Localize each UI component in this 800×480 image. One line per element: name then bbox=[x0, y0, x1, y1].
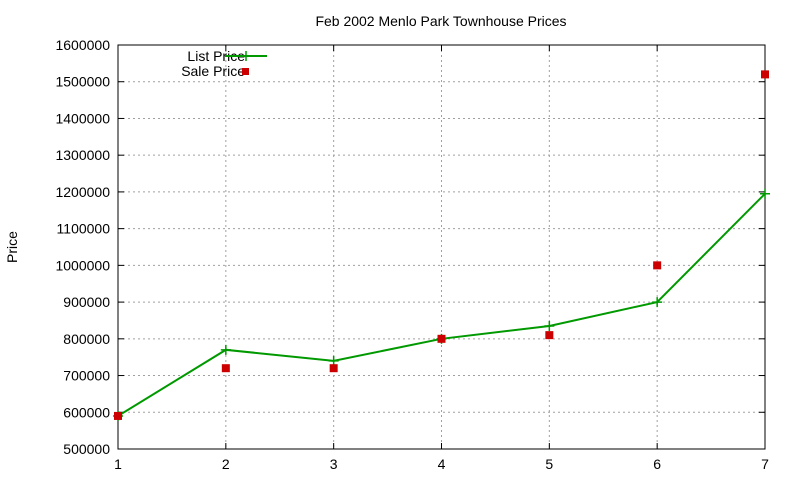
y-tick-label: 1600000 bbox=[55, 37, 110, 53]
y-tick-label: 1100000 bbox=[57, 221, 111, 237]
y-tick-label: 600000 bbox=[63, 404, 110, 420]
sale-price-point bbox=[761, 70, 769, 79]
x-tick-label: 3 bbox=[330, 456, 338, 472]
list-price-point bbox=[760, 188, 770, 199]
list-price-point bbox=[328, 355, 339, 366]
legend: List Price Sale Price bbox=[181, 48, 267, 79]
list-price-point bbox=[220, 344, 231, 355]
y-tick-label: 1300000 bbox=[55, 147, 110, 163]
y-tick-label: 700000 bbox=[63, 368, 110, 384]
x-tick-label: 1 bbox=[114, 456, 122, 472]
y-tick-label: 500000 bbox=[63, 441, 110, 457]
y-tick-label: 800000 bbox=[63, 331, 110, 347]
chart-title: Feb 2002 Menlo Park Townhouse Prices bbox=[315, 13, 566, 29]
sale-price-point bbox=[545, 331, 554, 340]
sale-price-point bbox=[114, 411, 122, 420]
y-tick-label: 1400000 bbox=[55, 110, 110, 126]
legend-marker-list-price bbox=[241, 51, 251, 61]
x-tick-label: 6 bbox=[653, 456, 661, 472]
x-axis-ticks: 1 2 3 4 5 6 7 bbox=[114, 45, 769, 472]
legend-label-sale-price: Sale Price bbox=[181, 63, 245, 79]
sale-price-point bbox=[329, 364, 338, 373]
y-tick-label: 1000000 bbox=[55, 257, 110, 273]
x-tick-label: 7 bbox=[761, 456, 769, 472]
y-tick-label: 900000 bbox=[63, 294, 110, 310]
list-price-line bbox=[117, 193, 766, 417]
sale-price-point bbox=[437, 334, 446, 343]
legend-label-list-price: List Price bbox=[187, 48, 245, 64]
x-tick-label: 5 bbox=[545, 456, 553, 472]
legend-marker-sale-price bbox=[242, 68, 249, 75]
x-tick-label: 2 bbox=[222, 456, 230, 472]
list-price-point bbox=[544, 320, 555, 331]
x-tick-label: 4 bbox=[438, 456, 446, 472]
y-tick-label: 1500000 bbox=[55, 74, 110, 90]
series-layer bbox=[113, 70, 770, 421]
grid-lines bbox=[118, 45, 765, 449]
y-axis-ticks: 500000 600000 700000 800000 900000 1000000 110… bbox=[55, 37, 765, 457]
y-tick-label: 1200000 bbox=[55, 184, 110, 200]
sale-price-point bbox=[221, 364, 230, 373]
sale-price-point bbox=[653, 261, 662, 270]
y-axis-label: Price bbox=[4, 231, 20, 263]
list-price-point bbox=[652, 297, 663, 308]
